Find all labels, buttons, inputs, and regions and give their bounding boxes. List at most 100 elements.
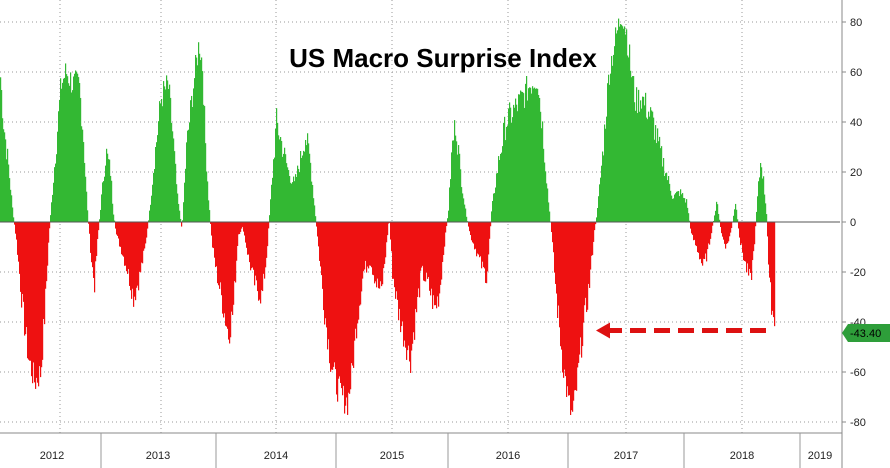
value-bar (678, 191, 680, 222)
value-bar (185, 168, 187, 222)
value-bar (293, 176, 295, 222)
value-bar (530, 87, 532, 223)
value-bar (465, 208, 467, 222)
value-bar (711, 222, 713, 234)
value-bar (567, 222, 569, 387)
value-bar (430, 222, 432, 296)
value-bar (601, 165, 603, 222)
value-bar (255, 222, 257, 276)
value-bar (39, 222, 41, 367)
value-bar (566, 222, 568, 398)
value-bar (523, 93, 525, 222)
value-bar (397, 222, 399, 300)
value-bar (649, 116, 651, 222)
value-bar (657, 128, 659, 222)
value-bar (391, 222, 393, 252)
value-bar (205, 143, 207, 222)
value-bar (173, 138, 175, 222)
value-bar (484, 222, 486, 269)
value-bar (654, 139, 656, 222)
value-bar (125, 222, 127, 266)
value-bar (507, 125, 509, 222)
value-bar (95, 222, 97, 262)
value-bar (628, 57, 630, 222)
value-bar (408, 222, 410, 346)
value-bar (461, 187, 463, 222)
value-bar (355, 222, 357, 329)
value-bar (625, 34, 627, 222)
value-bar (208, 200, 210, 222)
value-bar (332, 222, 334, 370)
value-bar (352, 222, 354, 366)
bars (0, 18, 776, 415)
value-bar (693, 222, 695, 241)
value-bar (724, 222, 726, 244)
value-bar (728, 222, 730, 242)
value-bar (80, 97, 82, 222)
value-bar (211, 222, 213, 236)
value-bar (232, 222, 234, 315)
value-bar (197, 65, 199, 223)
value-bar (740, 222, 742, 246)
value-bar (471, 222, 473, 241)
value-bar (290, 182, 292, 222)
value-bar (475, 222, 477, 249)
value-bar (337, 222, 339, 402)
value-bar (252, 222, 254, 268)
value-bar (215, 222, 217, 268)
value-bar (743, 222, 745, 261)
value-bar (565, 222, 567, 377)
value-bar (735, 203, 737, 222)
value-bar (11, 195, 13, 222)
value-bar (54, 167, 56, 222)
value-bar (71, 92, 73, 222)
value-bar (100, 209, 102, 222)
value-bar (89, 222, 91, 234)
value-bar (4, 132, 6, 222)
value-bar (140, 222, 142, 273)
value-bar (207, 181, 209, 222)
value-bar (760, 162, 762, 222)
value-bar (66, 74, 68, 222)
value-bar (301, 157, 303, 222)
value-bar (561, 222, 563, 350)
value-bar (607, 83, 609, 222)
value-bar (249, 222, 251, 263)
value-bar (167, 80, 169, 223)
value-bar (360, 222, 362, 305)
value-bar (203, 104, 205, 222)
value-bar (127, 222, 129, 274)
value-bar (661, 146, 663, 222)
value-bar (419, 222, 421, 298)
value-bar (551, 222, 553, 233)
value-bar (194, 78, 196, 223)
value-bar (659, 136, 661, 222)
value-bar (99, 219, 101, 222)
value-bar (152, 184, 154, 222)
value-bar (637, 113, 639, 222)
value-bar (42, 222, 44, 360)
value-bar (437, 222, 439, 297)
value-bar (346, 222, 348, 398)
value-bar (674, 194, 676, 222)
value-bar (400, 222, 402, 333)
value-bar (650, 107, 652, 222)
value-bar (456, 141, 458, 222)
value-bar (581, 222, 583, 358)
value-bar (499, 160, 501, 222)
value-bar (459, 153, 461, 222)
value-bar (695, 222, 697, 246)
value-bar (53, 182, 55, 222)
value-bar (757, 196, 759, 222)
value-bar (599, 184, 601, 222)
value-bar (691, 222, 693, 234)
value-bar (45, 222, 47, 289)
value-bar (572, 222, 574, 412)
value-bar (369, 222, 371, 266)
value-bar (385, 222, 387, 258)
value-bar (191, 95, 193, 222)
value-bar (416, 222, 418, 313)
value-bar (506, 126, 508, 222)
value-bar (417, 222, 419, 297)
value-bar (420, 222, 422, 271)
